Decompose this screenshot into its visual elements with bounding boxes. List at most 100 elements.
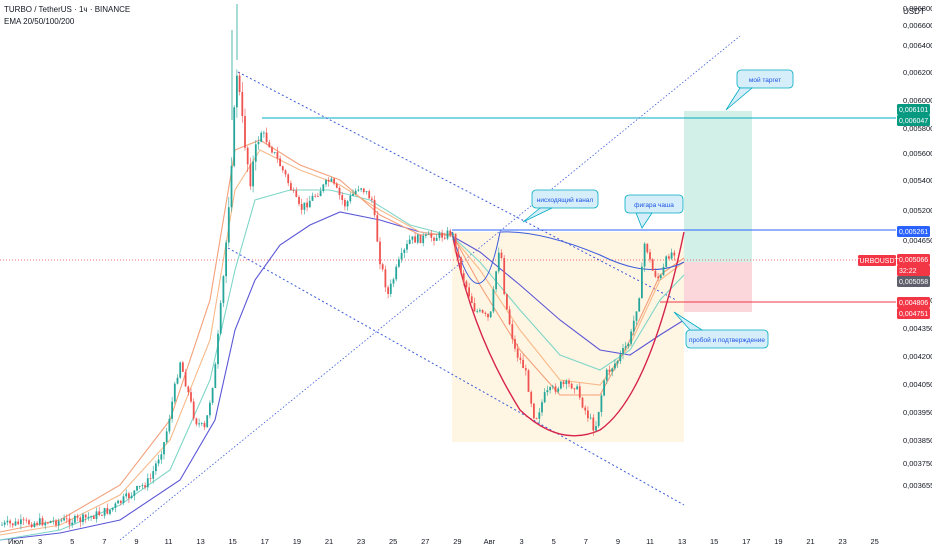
candle-body	[454, 233, 457, 252]
callout-channel[interactable]: нисходящий канал	[522, 189, 599, 223]
candle-body	[311, 195, 314, 201]
price-badge	[897, 265, 930, 276]
candles[interactable]	[1, 4, 676, 530]
candle-body	[325, 180, 327, 185]
candle-body	[398, 259, 400, 267]
candle-body	[497, 252, 500, 272]
candle-body	[611, 368, 614, 372]
ascending-trendline[interactable]	[119, 35, 741, 541]
candle-body	[152, 471, 155, 479]
candle-body	[182, 362, 184, 372]
price-tick-label: 0,003655	[903, 481, 932, 490]
callout-cup[interactable]: фигара чаша	[624, 194, 684, 229]
candle-body	[392, 279, 395, 284]
time-tick-label: 21	[806, 537, 814, 546]
time-tick-label: 23	[838, 537, 846, 546]
candle-body	[543, 392, 546, 403]
candle-body	[614, 363, 616, 369]
candle-body	[276, 152, 279, 159]
loss-zone[interactable]	[684, 262, 752, 312]
callout-target-text: мой таргет	[749, 76, 781, 84]
price-badge	[897, 276, 930, 287]
price-tick-label: 0,004050	[903, 380, 932, 389]
time-tick-label: 29	[453, 537, 461, 546]
candle-body	[163, 442, 165, 455]
price-tick-label: 0,003750	[903, 459, 932, 468]
candle-body	[155, 463, 157, 472]
candle-body	[570, 383, 573, 389]
candle-body	[500, 252, 503, 259]
candle-body	[20, 519, 22, 525]
candle-body	[141, 485, 144, 486]
callout-breakout[interactable]: пробой и подтверждение	[673, 311, 769, 349]
candle-body	[389, 283, 392, 294]
price-tick-label: 0,003950	[903, 408, 932, 417]
candle-body	[14, 521, 17, 526]
candle-body	[287, 174, 290, 184]
symbol-badge[interactable]: TURBOUSDT	[855, 255, 899, 266]
cup-curve[interactable]	[451, 231, 685, 437]
price-badge-text: 0,005066	[899, 257, 928, 264]
candle-body	[249, 164, 252, 187]
candle-body	[246, 147, 249, 165]
candle-body	[349, 195, 352, 202]
candle-body	[541, 402, 543, 413]
candle-body	[136, 485, 138, 491]
price-badge-text: 0,006101	[899, 107, 928, 114]
channel-top-line[interactable]	[237, 71, 677, 301]
channel-bottom-line[interactable]	[227, 247, 685, 506]
candle-body	[265, 132, 268, 143]
candle-body	[430, 233, 433, 238]
time-tick-label: 15	[229, 537, 237, 546]
candle-body	[592, 417, 595, 431]
callout-target[interactable]: мой таргет	[725, 69, 794, 111]
cup-area	[452, 232, 684, 442]
price-badge	[897, 104, 930, 115]
price-tick-label: 0,005600	[903, 149, 932, 158]
candle-body	[597, 411, 600, 427]
symbol-title[interactable]: TURBO / TetherUS · 1ч · BINANCE	[4, 5, 131, 14]
candle-body	[192, 401, 195, 419]
indicator-legend[interactable]: EMA 20/50/100/200	[4, 17, 75, 26]
candle-body	[576, 386, 578, 390]
candle-body	[233, 107, 236, 166]
candle-body	[641, 266, 643, 299]
candle-body	[238, 75, 241, 92]
candle-body	[157, 459, 160, 464]
candle-body	[338, 187, 341, 196]
candle-body	[230, 165, 233, 208]
candle-body	[119, 500, 122, 504]
price-axis[interactable]: 0,006800 0,006600 0,006400 0,006200 0,006000…	[903, 4, 932, 490]
candle-body	[646, 243, 649, 253]
candle-body	[206, 415, 209, 428]
price-tick-label: 0,006600	[903, 21, 932, 30]
candle-body	[438, 232, 441, 238]
candle-body	[457, 251, 460, 258]
time-axis[interactable]: Июл 3 5 7 9 11 13 15 17 19 21 23 25 27 29 Авг 3 5 7 9 11 13 15…	[8, 537, 879, 546]
candle-body	[568, 380, 570, 384]
symbol-badge-text: TURBOUSDT	[855, 258, 899, 265]
candle-body	[341, 195, 344, 200]
candle-body	[122, 496, 125, 504]
currency-label[interactable]: USDT	[903, 7, 925, 16]
candle-body	[203, 423, 206, 428]
candle-body	[503, 258, 506, 295]
candle-body	[344, 199, 346, 207]
price-tick-label: 0,005400	[903, 176, 932, 185]
candle-body	[360, 188, 362, 190]
candle-body	[659, 275, 662, 279]
candle-body	[36, 522, 38, 525]
candle-body	[11, 523, 14, 526]
candle-body	[605, 369, 608, 381]
profit-zone[interactable]	[684, 111, 752, 262]
candle-body	[560, 381, 562, 389]
price-badge-text: 0,004806	[899, 300, 928, 307]
candle-body	[168, 418, 171, 432]
candle-body	[492, 289, 495, 312]
candle-body	[95, 511, 98, 519]
candle-body	[44, 522, 47, 526]
candle-body	[362, 188, 365, 193]
time-tick-label: 5	[70, 537, 74, 546]
time-tick-label: Авг	[484, 537, 496, 546]
